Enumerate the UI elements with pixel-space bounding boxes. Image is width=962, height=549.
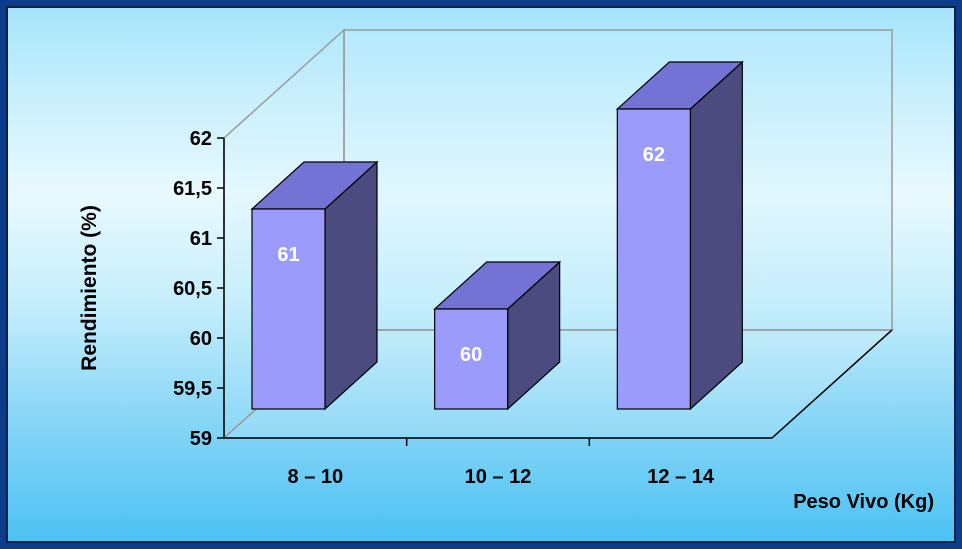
data-label: 60: [460, 344, 482, 366]
bars: [250, 60, 744, 411]
x-tick-label: 12 – 14: [647, 466, 715, 488]
bar-side-face: [689, 60, 743, 411]
y-axis-title: Rendimiento (%): [78, 205, 101, 371]
data-label: 62: [643, 144, 665, 166]
bar: [250, 160, 379, 411]
bar-front-face: [434, 308, 509, 410]
y-tick-label: 59,5: [173, 378, 212, 400]
x-ticks: 8 – 10 10 – 12 12 – 14: [288, 438, 715, 488]
bar-front-face: [616, 108, 691, 410]
bar: [433, 260, 562, 411]
data-label: 61: [277, 244, 299, 266]
x-axis-title: Peso Vivo (Kg): [793, 491, 934, 513]
bar: [615, 60, 744, 411]
y-tick-label: 61,5: [173, 178, 212, 200]
data-labels: 61 60 62: [277, 144, 665, 366]
y-ticks: 59 59,5 60 60,5 61 61,5 62: [173, 128, 224, 450]
bar-chart: 59 59,5 60 60,5 61 61,5 62 8 – 10 10 – 12 12 – 1…: [78, 28, 934, 513]
y-tick-label: 62: [190, 128, 212, 150]
y-tick-label: 59: [190, 428, 212, 450]
x-tick-label: 10 – 12: [465, 466, 532, 488]
y-tick-label: 61: [190, 228, 212, 250]
bar-front-face: [251, 208, 326, 410]
y-tick-label: 60: [190, 328, 212, 350]
chart-frame: 59 59,5 60 60,5 61 61,5 62 8 – 10 10 – 12 12 – 1…: [6, 6, 956, 543]
x-tick-label: 8 – 10: [288, 466, 344, 488]
y-tick-label: 60,5: [173, 278, 212, 300]
x-axis-depth-line: [771, 329, 893, 439]
